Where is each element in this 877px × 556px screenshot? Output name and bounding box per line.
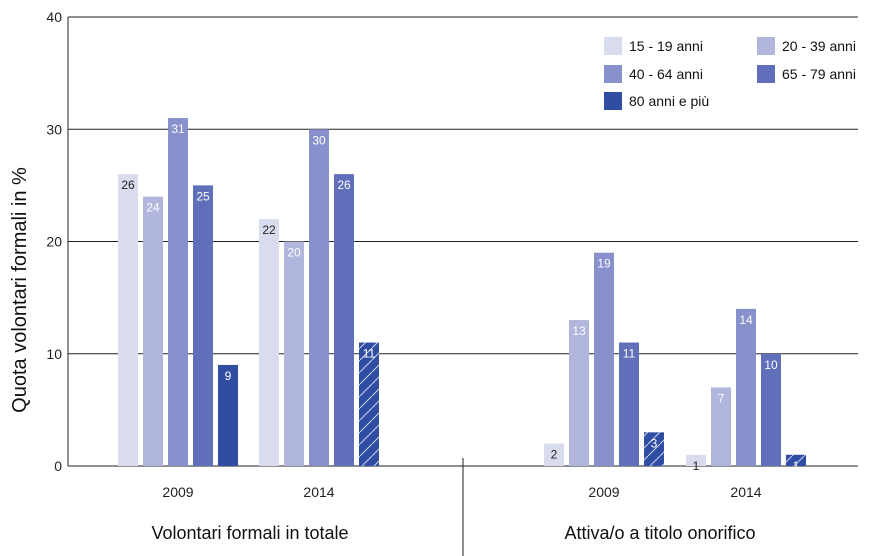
bar-value-label: 11 bbox=[623, 347, 636, 361]
x-tick-label: 2014 bbox=[730, 484, 761, 500]
bars bbox=[118, 118, 806, 467]
bar-hatch bbox=[644, 432, 664, 466]
bar-value-label: 26 bbox=[337, 178, 351, 192]
y-tick-label: 0 bbox=[54, 458, 62, 474]
y-tick-label: 10 bbox=[46, 346, 62, 362]
y-tick-label: 20 bbox=[46, 234, 62, 250]
bar-value-label: 31 bbox=[171, 122, 185, 136]
bar bbox=[168, 118, 188, 467]
bar-value-label: 2 bbox=[551, 448, 558, 462]
legend-swatch bbox=[757, 65, 775, 83]
bar bbox=[711, 387, 731, 466]
bar-value-label: 19 bbox=[597, 257, 611, 271]
legend-entry: 65 - 79 anni bbox=[782, 66, 856, 82]
legend-swatch bbox=[604, 92, 622, 110]
bar bbox=[309, 129, 329, 466]
legend-swatch bbox=[604, 37, 622, 55]
bar bbox=[284, 241, 304, 466]
bar bbox=[761, 353, 781, 466]
bar bbox=[544, 443, 564, 466]
bar bbox=[594, 252, 614, 466]
bar-value-label: 10 bbox=[764, 358, 778, 372]
bar bbox=[619, 342, 639, 466]
bar bbox=[569, 320, 589, 466]
bar-value-label: 20 bbox=[287, 246, 301, 260]
bar bbox=[686, 454, 706, 466]
group-title: Attiva/o a titolo onorifico bbox=[564, 523, 755, 543]
bar-value-label: 14 bbox=[739, 313, 753, 327]
bar-hatch bbox=[359, 342, 379, 466]
bar bbox=[259, 219, 279, 466]
x-tick-label: 2009 bbox=[162, 484, 193, 500]
bar-value-label: 25 bbox=[196, 189, 210, 203]
bar-value-label: 11 bbox=[363, 347, 376, 361]
bar-value-label: 26 bbox=[121, 178, 135, 192]
x-tick-label: 2014 bbox=[303, 484, 334, 500]
bar-hatch bbox=[786, 454, 806, 466]
bar bbox=[193, 185, 213, 466]
bar-value-label: 13 bbox=[572, 324, 586, 338]
bar-value-label: 30 bbox=[312, 133, 326, 147]
bar bbox=[218, 364, 238, 466]
bar-value-label: 7 bbox=[718, 391, 725, 405]
bar bbox=[736, 308, 756, 466]
x-tick-label: 2009 bbox=[588, 484, 619, 500]
legend-entry: 80 anni e più bbox=[629, 93, 709, 109]
bar bbox=[143, 196, 163, 466]
legend-entry: 40 - 64 anni bbox=[629, 66, 703, 82]
legend-swatch bbox=[757, 37, 775, 55]
legend-entry: 15 - 19 anni bbox=[629, 38, 703, 54]
group-title: Volontari formali in totale bbox=[151, 523, 348, 543]
legend-entry: 20 - 39 anni bbox=[782, 38, 856, 54]
legend: 15 - 19 anni 20 - 39 anni 40 - 64 anni 65 -… bbox=[604, 37, 856, 110]
bar bbox=[118, 174, 138, 466]
bar-value-label: 9 bbox=[225, 369, 232, 383]
bar-value-label: 1 bbox=[693, 459, 700, 473]
bar-value-label: 1 bbox=[793, 459, 800, 473]
y-tick-label: 30 bbox=[46, 121, 62, 137]
bar-value-label: 3 bbox=[651, 436, 658, 450]
bar-value-label: 22 bbox=[262, 223, 276, 237]
y-axis-label: Quota volontari formali in % bbox=[9, 167, 31, 413]
bar-value-label: 24 bbox=[146, 201, 160, 215]
bar bbox=[334, 174, 354, 466]
legend-swatch bbox=[604, 65, 622, 83]
y-tick-label: 40 bbox=[46, 9, 62, 25]
